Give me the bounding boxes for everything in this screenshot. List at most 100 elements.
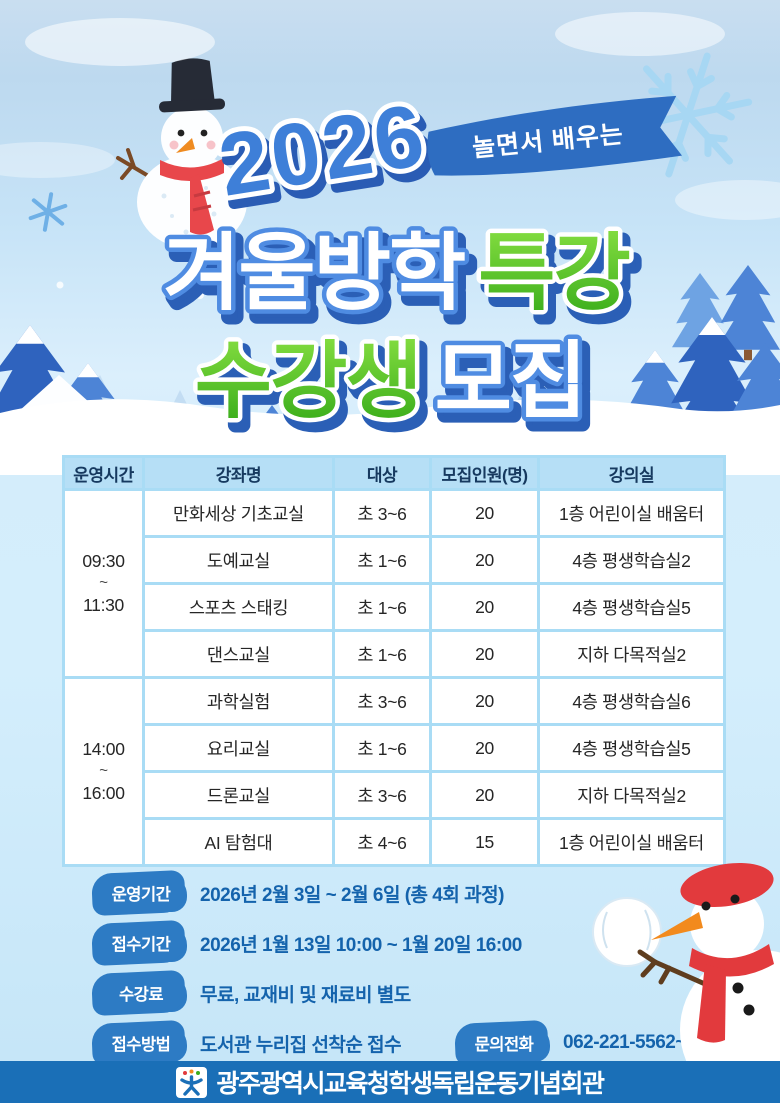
table-row: AI 탐험대 초 4~6 15 1층 어린이실 배움터	[64, 817, 726, 867]
time-end: 16:00	[82, 782, 125, 803]
course-cell: 댄스교실	[142, 629, 335, 679]
snowflake-icon	[28, 192, 68, 232]
table-row: 댄스교실 초 1~6 20 지하 다목적실2	[64, 629, 726, 679]
capacity-cell: 20	[429, 770, 540, 820]
title-line1-part2: 특강	[478, 226, 629, 320]
header-cell-target: 대상	[332, 455, 432, 491]
target-cell: 초 3~6	[332, 770, 432, 820]
capacity-cell: 20	[429, 535, 540, 585]
capacity-cell: 20	[429, 582, 540, 632]
title-line2-part2: 모집	[435, 334, 586, 428]
target-cell: 초 1~6	[332, 582, 432, 632]
snowman-icon	[116, 58, 266, 249]
table-row: 14:00 ~ 16:00 과학실험 초 3~6 20 4층 평생학습실6	[62, 676, 726, 867]
pine-tree-icon	[0, 325, 126, 475]
title-line2-part1-shadow: 수강생	[201, 342, 427, 436]
table-row: 도예교실 초 1~6 20 4층 평생학습실2	[64, 535, 726, 585]
pine-tree-icon	[621, 265, 780, 462]
header-cell-course: 강좌명	[142, 455, 335, 491]
table-row: 드론교실 초 3~6 20 지하 다목적실2	[64, 770, 726, 820]
snowflake-icon	[623, 52, 753, 178]
room-cell: 4층 평생학습실6	[537, 676, 726, 726]
target-cell: 초 3~6	[332, 488, 432, 538]
table-row: 스포츠 스태킹 초 1~6 20 4층 평생학습실5	[64, 582, 726, 632]
year-text: 2026	[212, 84, 433, 214]
title-line2-part2-shadow: 모집	[441, 342, 592, 436]
title-line1-part1: 겨울방학	[163, 226, 465, 320]
room-cell: 4층 평생학습실5	[537, 723, 726, 773]
course-cell: 만화세상 기초교실	[142, 488, 335, 538]
time-end: 11:30	[83, 594, 124, 615]
info-section: 운영기간 2026년 2월 3일 ~ 2월 6일 (총 4회 과정) 접수기간 …	[95, 874, 697, 1074]
title-line2: 수강생 모집	[195, 334, 585, 428]
org-logo-icon	[176, 1066, 208, 1098]
time-cell-afternoon: 14:00 ~ 16:00	[62, 676, 145, 867]
table-row: 09:30 ~ 11:30 만화세상 기초교실 초 3~6 20 1층 어린이실…	[62, 488, 726, 679]
info-pill: 운영기간	[95, 874, 187, 912]
header-cell-room: 강의실	[537, 455, 726, 491]
table-row: 요리교실 초 1~6 20 4층 평생학습실5	[64, 723, 726, 773]
room-cell: 4층 평생학습실2	[537, 535, 726, 585]
course-cell: 요리교실	[142, 723, 335, 773]
target-cell: 초 4~6	[332, 817, 432, 867]
capacity-cell: 20	[429, 629, 540, 679]
room-cell: 지하 다목적실2	[537, 770, 726, 820]
info-row: 접수기간 2026년 1월 13일 10:00 ~ 1월 20일 16:00	[95, 924, 696, 962]
header-cell-time: 운영시간	[62, 455, 145, 491]
info-row: 운영기간 2026년 2월 3일 ~ 2월 6일 (총 4회 과정)	[95, 874, 696, 912]
pine-tree-icon	[254, 405, 353, 459]
time-start: 09:30	[82, 550, 125, 571]
target-cell: 초 3~6	[332, 676, 432, 726]
headline-art: 2026 2026 놀면서 배우는 겨울방학 특강 겨울방학 특강 수강생 모집 수강…	[0, 12, 780, 443]
phone-value: 062-221-5562~4	[563, 1032, 697, 1053]
info-pill: 접수기간	[95, 924, 187, 962]
ribbon-label: 놀면서 배우는	[471, 120, 625, 162]
phone-pill: 문의전화	[458, 1024, 550, 1062]
course-cell: 스포츠 스태킹	[142, 582, 335, 632]
capacity-cell: 20	[429, 488, 540, 538]
cloud-decoration	[0, 12, 780, 220]
time-tilde: ~	[99, 762, 108, 780]
capacity-cell: 20	[429, 676, 540, 726]
title-line1-shadow: 겨울방학 특강	[169, 234, 635, 328]
time-tilde: ~	[99, 574, 108, 592]
time-start: 14:00	[82, 738, 125, 759]
target-cell: 초 1~6	[332, 723, 432, 773]
schedule-table: 운영시간 강좌명 대상 모집인원(명) 강의실 09:30 ~ 11:30 만화…	[62, 455, 726, 867]
distant-trees-decoration	[78, 375, 536, 427]
room-cell: 지하 다목적실2	[537, 629, 726, 679]
title-line2-shadow: 수강생 모집	[201, 342, 591, 436]
title-line1-part1-shadow: 겨울방학	[169, 234, 471, 328]
winter-scene	[0, 265, 780, 475]
info-pill: 접수방법	[95, 1024, 187, 1062]
org-name: 광주광역시교육청학생독립운동기념회관	[216, 1070, 605, 1098]
header-cell-capacity: 모집인원(명)	[429, 455, 540, 491]
table-header-row: 운영시간 강좌명 대상 모집인원(명) 강의실	[62, 455, 726, 491]
room-cell: 1층 어린이실 배움터	[537, 488, 726, 538]
course-cell: AI 탐험대	[142, 817, 335, 867]
course-cell: 과학실험	[142, 676, 335, 726]
info-row: 접수방법 도서관 누리집 선착순 접수 문의전화 062-221-5562~4	[95, 1024, 697, 1062]
capacity-cell: 15	[429, 817, 540, 867]
info-value: 2026년 1월 13일 10:00 ~ 1월 20일 16:00	[200, 934, 522, 956]
target-cell: 초 1~6	[332, 629, 432, 679]
course-cell: 도예교실	[142, 535, 335, 585]
title-line1: 겨울방학 특강	[163, 226, 629, 320]
info-value: 2026년 2월 3일 ~ 2월 6일 (총 4회 과정)	[200, 884, 504, 906]
room-cell: 1층 어린이실 배움터	[537, 817, 726, 867]
time-cell-morning: 09:30 ~ 11:30	[62, 488, 145, 679]
info-pill: 수강료	[95, 974, 187, 1012]
room-cell: 4층 평생학습실5	[537, 582, 726, 632]
year-text-shadow: 2026	[218, 92, 439, 222]
info-row: 수강료 무료, 교재비 및 재료비 별도	[95, 974, 696, 1012]
ribbon-banner: 놀면서 배우는	[427, 95, 683, 176]
target-cell: 초 1~6	[332, 535, 432, 585]
info-value: 무료, 교재비 및 재료비 별도	[200, 984, 411, 1006]
title-line1-part2-shadow: 특강	[484, 234, 635, 328]
info-value: 도서관 누리집 선착순 접수	[200, 1034, 402, 1056]
course-cell: 드론교실	[142, 770, 335, 820]
title-line2-part1: 수강생	[195, 334, 421, 428]
capacity-cell: 20	[429, 723, 540, 773]
snow-dots-decoration	[56, 281, 603, 373]
